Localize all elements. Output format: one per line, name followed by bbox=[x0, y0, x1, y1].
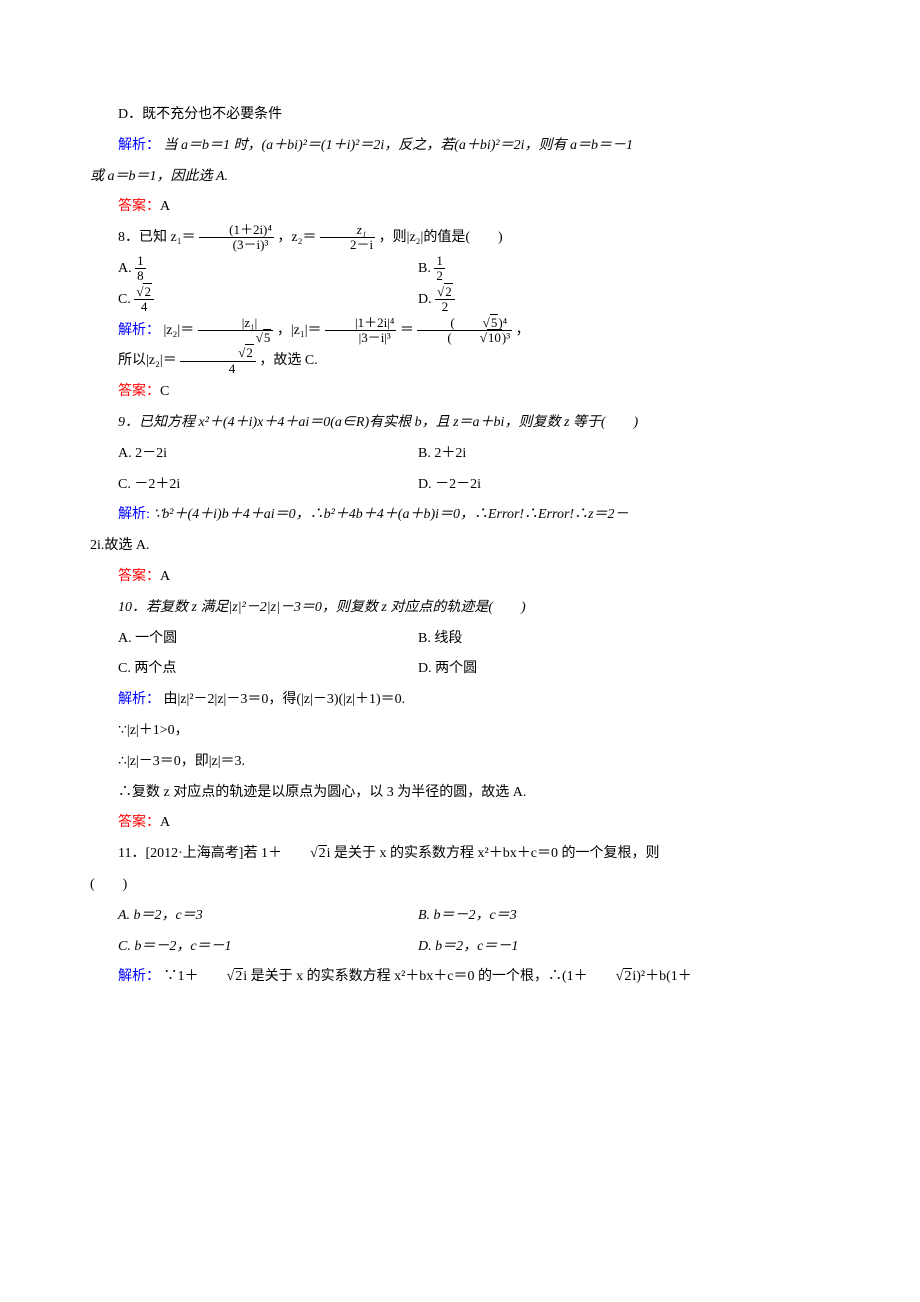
q8-jiexi-line2: 所以|z₂|＝ 24 ，故选 C. bbox=[90, 346, 830, 377]
q11-jiexi-line1: 解析： ∵1＋2i 是关于 x 的实系数方程 x²＋bx＋c＝0 的一个根，∴(… bbox=[90, 962, 830, 993]
q8-options-row1: A. 18 B. 12 bbox=[118, 254, 830, 285]
q8-option-c: C. 24 bbox=[118, 285, 418, 316]
q8-stem: 8．已知 z₁＝ (1＋2i)⁴(3－i)³ ，z₂＝ z₁2－i ，则|z₂|… bbox=[90, 223, 830, 254]
q10-jiexi-line2: ∵|z|＋1>0， bbox=[90, 716, 830, 747]
q10-answer: 答案：A bbox=[90, 808, 830, 839]
jiexi-label: 解析： bbox=[118, 138, 160, 153]
q9-option-c: C. －2＋2i bbox=[118, 470, 418, 501]
q8-jiexi-line1: 解析： |z₂|＝ |z₁|5 ，|z₁|＝ |1＋2i|⁴|3－i|³ ＝ (… bbox=[90, 316, 830, 347]
q7-option-d: D．既不充分也不必要条件 bbox=[90, 100, 830, 131]
daan-label: 答案： bbox=[118, 384, 160, 399]
jiexi-label: 解析: bbox=[118, 507, 150, 522]
q7-answer-value: A bbox=[160, 199, 170, 214]
q9-stem: 9．已知方程 x²＋(4＋i)x＋4＋ai＝0(a∈R)有实根 b，且 z＝a＋… bbox=[90, 408, 830, 439]
q10-option-b: B. 线段 bbox=[418, 624, 462, 655]
q11-option-d: D. b＝2，c＝－1 bbox=[418, 932, 518, 963]
q10-stem: 10．若复数 z 满足|z|²－2|z|－3＝0，则复数 z 对应点的轨迹是( … bbox=[90, 593, 830, 624]
q10-option-a: A. 一个圆 bbox=[118, 624, 418, 655]
daan-label: 答案： bbox=[118, 569, 160, 584]
q10-jiexi-line3: ∴|z|－3＝0，即|z|＝3. bbox=[90, 747, 830, 778]
daan-label: 答案： bbox=[118, 199, 160, 214]
q9-option-d: D. －2－2i bbox=[418, 470, 481, 501]
q11-options-row1: A. b＝2，c＝3 B. b＝－2，c＝3 bbox=[118, 901, 830, 932]
q9-jiexi-line2: 2i.故选 A. bbox=[90, 531, 830, 562]
frac: (1＋2i)⁴(3－i)³ bbox=[199, 223, 274, 253]
jiexi-label: 解析： bbox=[118, 969, 160, 984]
q9-option-a: A. 2－2i bbox=[118, 439, 418, 470]
q9-option-b: B. 2＋2i bbox=[418, 439, 466, 470]
q9-options-row2: C. －2＋2i D. －2－2i bbox=[118, 470, 830, 501]
q10-jiexi-line1: 解析： 由|z|²－2|z|－3＝0，得(|z|－3)(|z|＋1)＝0. bbox=[90, 685, 830, 716]
q11-options-row2: C. b＝－2，c＝－1 D. b＝2，c＝－1 bbox=[118, 932, 830, 963]
q7-jiexi-line1: 解析： 当 a＝b＝1 时，(a＋bi)²＝(1＋i)²＝2i，反之，若(a＋b… bbox=[90, 131, 830, 162]
jiexi-label: 解析： bbox=[118, 323, 160, 338]
q8-answer: 答案：C bbox=[90, 377, 830, 408]
q11-stem-line2: ( ) bbox=[90, 870, 830, 901]
daan-label: 答案： bbox=[118, 815, 160, 830]
q7-jiexi-text1: 当 a＝b＝1 时，(a＋bi)²＝(1＋i)²＝2i，反之，若(a＋bi)²＝… bbox=[164, 138, 634, 153]
q9-jiexi-line1: 解析: ∵b²＋(4＋i)b＋4＋ai＝0，∴b²＋4b＋4＋(a＋b)i＝0，… bbox=[90, 500, 830, 531]
q7-jiexi-line2: 或 a＝b＝1，因此选 A. bbox=[90, 162, 830, 193]
q10-option-d: D. 两个圆 bbox=[418, 654, 477, 685]
q8-option-b: B. 12 bbox=[418, 254, 445, 285]
q9-options-row1: A. 2－2i B. 2＋2i bbox=[118, 439, 830, 470]
q11-option-a: A. b＝2，c＝3 bbox=[118, 901, 418, 932]
text: 当 a＝b＝1 时，(a＋bi)²＝(1＋i)²＝2i，反之，若(a＋bi)²＝… bbox=[164, 138, 634, 153]
jiexi-label: 解析： bbox=[118, 692, 160, 707]
q10-jiexi-line4: ∴复数 z 对应点的轨迹是以原点为圆心，以 3 为半径的圆，故选 A. bbox=[90, 778, 830, 809]
q9-answer: 答案：A bbox=[90, 562, 830, 593]
q11-option-b: B. b＝－2，c＝3 bbox=[418, 901, 517, 932]
q7-answer: 答案：A bbox=[90, 192, 830, 223]
q8-option-a: A. 18 bbox=[118, 254, 418, 285]
q8-option-d: D. 22 bbox=[418, 285, 455, 316]
q10-option-c: C. 两个点 bbox=[118, 654, 418, 685]
q10-options-row1: A. 一个圆 B. 线段 bbox=[118, 624, 830, 655]
frac: z₁2－i bbox=[320, 223, 375, 253]
q11-option-c: C. b＝－2，c＝－1 bbox=[118, 932, 418, 963]
q11-stem-line1: 11．[2012·上海高考]若 1＋2i 是关于 x 的实系数方程 x²＋bx＋… bbox=[90, 839, 830, 870]
q8-options-row2: C. 24 D. 22 bbox=[118, 285, 830, 316]
q10-options-row2: C. 两个点 D. 两个圆 bbox=[118, 654, 830, 685]
